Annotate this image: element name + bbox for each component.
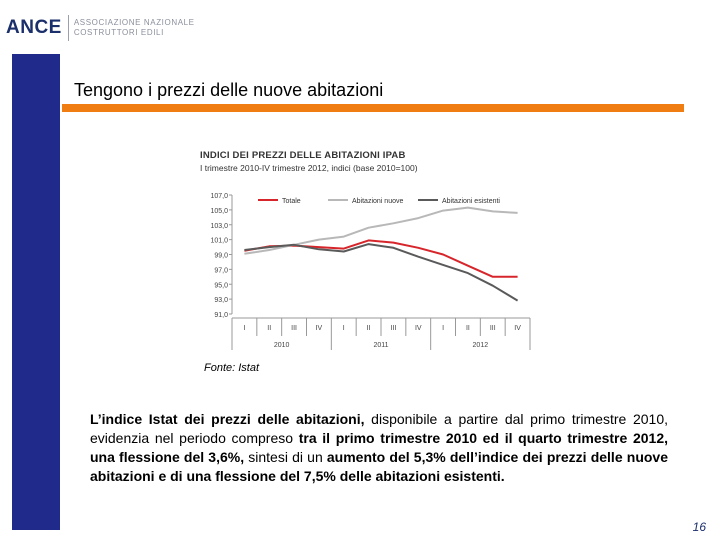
y-tick-label: 105,0 xyxy=(210,208,228,215)
page-number: 16 xyxy=(692,520,706,534)
logo-subtitle: ASSOCIAZIONE NAZIONALE COSTRUTTORI EDILI xyxy=(74,18,195,38)
x-tick-label: IV xyxy=(316,325,323,332)
x-tick-label: II xyxy=(466,325,470,332)
slide-title: Tengono i prezzi delle nuove abitazioni xyxy=(74,80,384,100)
chart-title: INDICI DEI PREZZI DELLE ABITAZIONI IPAB xyxy=(200,150,406,161)
logo-sub-line1: ASSOCIAZIONE NAZIONALE xyxy=(73,18,195,27)
y-tick-label: 107,0 xyxy=(210,193,228,200)
legend-label: Totale xyxy=(282,198,301,205)
logo-sub-line2: COSTRUTTORI EDILI xyxy=(73,28,164,37)
body-bold-3: aumento del 5,3% dell’indice dei prezzi … xyxy=(90,449,668,484)
body-bold-2: tra il primo trimestre 2010 ed il quarto… xyxy=(90,430,668,465)
body-paragraph: L’indice Istat dei prezzi delle abitazio… xyxy=(90,410,668,486)
year-label: 2012 xyxy=(473,342,489,349)
legend-label: Abitazioni esistenti xyxy=(442,198,500,205)
y-tick-label: 99,0 xyxy=(214,253,228,260)
x-tick-label: III xyxy=(490,325,496,332)
chart-container: INDICI DEI PREZZI DELLE ABITAZIONI IPAB … xyxy=(196,142,536,350)
title-underline xyxy=(62,104,684,112)
series-line xyxy=(244,243,519,302)
x-tick-label: III xyxy=(390,325,396,332)
y-tick-label: 103,0 xyxy=(210,223,228,230)
year-label: 2011 xyxy=(373,342,388,349)
ance-logo: ANCE ASSOCIAZIONE NAZIONALE COSTRUTTORI … xyxy=(6,14,195,42)
y-tick-label: 101,0 xyxy=(210,238,228,245)
x-tick-label: IV xyxy=(415,325,422,332)
x-tick-label: II xyxy=(367,325,371,332)
y-tick-label: 95,0 xyxy=(214,282,228,289)
left-accent-bar xyxy=(12,54,60,530)
x-tick-label: II xyxy=(267,325,271,332)
y-tick-label: 97,0 xyxy=(214,267,228,274)
x-tick-label: I xyxy=(442,325,444,332)
legend-label: Abitazioni nuove xyxy=(352,198,403,205)
x-tick-label: I xyxy=(343,325,345,332)
chart-subtitle: I trimestre 2010-IV trimestre 2012, indi… xyxy=(200,163,418,173)
body-bold-1: L’indice Istat dei prezzi delle abitazio… xyxy=(90,411,365,427)
y-tick-label: 91,0 xyxy=(214,312,228,319)
logo-separator xyxy=(67,15,69,41)
source-note: Fonte: Istat xyxy=(204,362,260,374)
x-tick-label: IV xyxy=(514,325,521,332)
body-normal-1: disponibile a partire dal primo trimestr… xyxy=(90,411,668,446)
body-normal-2: sintesi di un xyxy=(244,449,327,465)
line-chart: 107,0 105,0 103,0 101,0 99,0 97,0 95,0 93,0 91,0… xyxy=(210,193,531,350)
x-tick-label: III xyxy=(291,325,297,332)
logo-text: ANCE xyxy=(6,17,62,38)
year-label: 2010 xyxy=(274,342,290,349)
y-tick-label: 93,0 xyxy=(214,297,228,304)
x-tick-label: I xyxy=(243,325,245,332)
